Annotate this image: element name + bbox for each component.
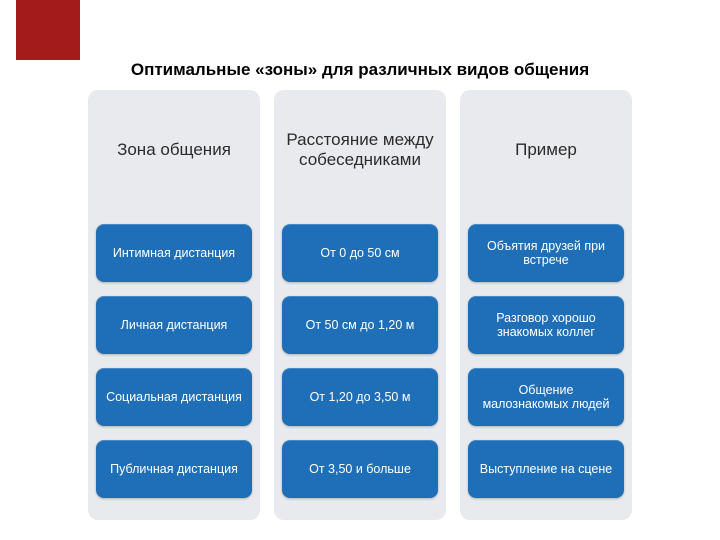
list-item: Общение малознакомых людей: [468, 368, 624, 426]
page-title: Оптимальные «зоны» для различных видов о…: [0, 60, 720, 80]
column-example: Пример Объятия друзей при встрече Разгов…: [460, 90, 632, 520]
list-item: Объятия друзей при встрече: [468, 224, 624, 282]
column-header: Расстояние между собеседниками: [282, 90, 438, 210]
column-header: Пример: [468, 90, 624, 210]
list-item: Социальная дистанция: [96, 368, 252, 426]
column-zone: Зона общения Интимная дистанция Личная д…: [88, 90, 260, 520]
column-distance: Расстояние между собеседниками От 0 до 5…: [274, 90, 446, 520]
list-item: Разговор хорошо знакомых коллег: [468, 296, 624, 354]
list-item: Интимная дистанция: [96, 224, 252, 282]
list-item: От 0 до 50 см: [282, 224, 438, 282]
list-item: Личная дистанция: [96, 296, 252, 354]
list-item: От 50 см до 1,20 м: [282, 296, 438, 354]
list-item: От 1,20 до 3,50 м: [282, 368, 438, 426]
list-item: Выступление на сцене: [468, 440, 624, 498]
list-item: От 3,50 и больше: [282, 440, 438, 498]
column-header: Зона общения: [96, 90, 252, 210]
list-item: Публичная дистанция: [96, 440, 252, 498]
accent-block: [16, 0, 80, 60]
columns-container: Зона общения Интимная дистанция Личная д…: [0, 90, 720, 520]
